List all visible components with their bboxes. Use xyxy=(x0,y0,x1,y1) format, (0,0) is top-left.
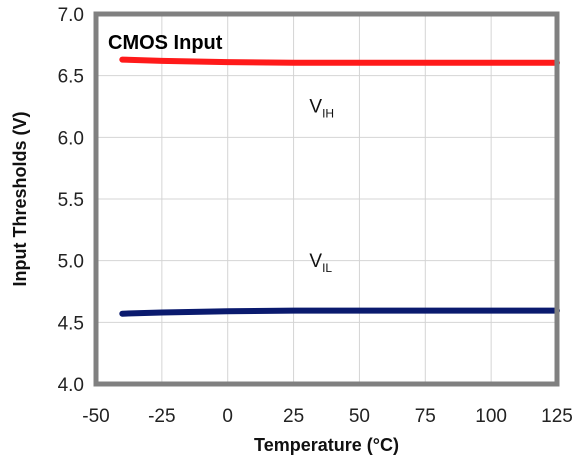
y-tick-label: 4.5 xyxy=(58,313,84,334)
y-tick-label: 6.5 xyxy=(58,67,84,88)
chart-title: CMOS Input xyxy=(108,32,223,54)
x-tick-label: 125 xyxy=(541,406,573,427)
series-annotation: VIL xyxy=(309,251,332,275)
series-line-1 xyxy=(119,307,560,317)
x-tick-label: 50 xyxy=(349,406,370,427)
y-tick-label: 4.0 xyxy=(58,375,84,396)
x-tick-labels: -50 -25 0 25 50 75 100 125 xyxy=(82,406,573,427)
y-tick-label: 5.0 xyxy=(58,252,84,273)
x-tick-label: 75 xyxy=(415,406,436,427)
x-axis-label: Temperature (°C) xyxy=(254,435,399,455)
y-axis-label: Input Thresholds (V) xyxy=(10,112,30,287)
series-line-0 xyxy=(119,56,560,66)
x-tick-label: 100 xyxy=(475,406,507,427)
grid xyxy=(95,13,558,385)
x-tick-label: -25 xyxy=(148,406,175,427)
x-tick-label: -50 xyxy=(82,406,109,427)
x-tick-label: 0 xyxy=(222,406,233,427)
y-tick-label: 5.5 xyxy=(58,190,84,211)
x-tick-label: 25 xyxy=(283,406,304,427)
annotations: VIH VIL xyxy=(309,97,334,275)
series-group xyxy=(119,56,560,317)
y-tick-label: 6.0 xyxy=(58,128,84,149)
y-tick-labels: 4.0 4.5 5.0 5.5 6.0 6.5 7.0 xyxy=(58,5,84,396)
y-tick-label: 7.0 xyxy=(58,5,84,26)
plot-frame xyxy=(93,11,560,387)
series-annotation: VIH xyxy=(309,97,334,121)
